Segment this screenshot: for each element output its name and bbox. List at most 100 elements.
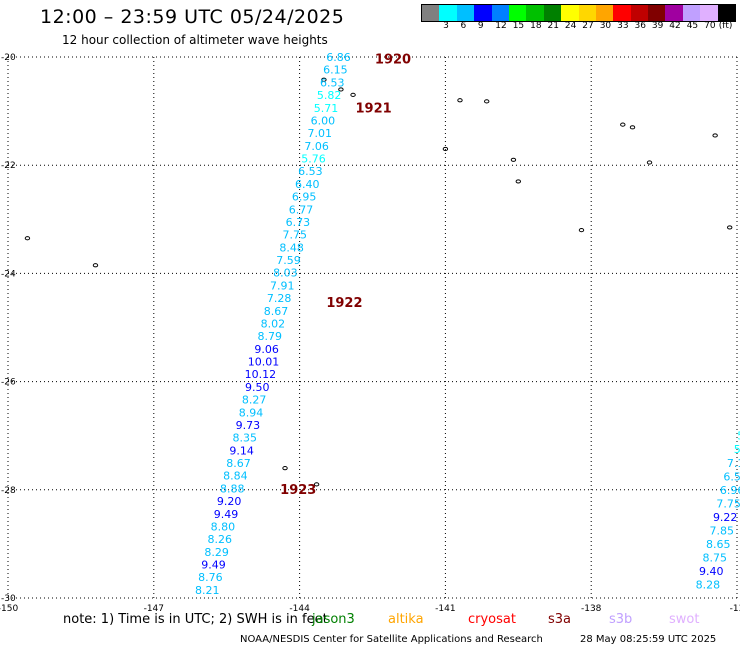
time-label: 1923 bbox=[280, 483, 316, 498]
wave-height-label: 6.96 bbox=[720, 484, 740, 497]
island-outline bbox=[313, 482, 320, 487]
wave-height-label: 5.6 bbox=[734, 443, 740, 456]
wave-height-label: 6.00 bbox=[311, 114, 336, 127]
wave-height-label: 5.71 bbox=[314, 102, 339, 115]
wave-height-label: 9.49 bbox=[201, 559, 226, 572]
legend-label: 12 bbox=[495, 21, 507, 31]
legend-swatch bbox=[561, 5, 579, 21]
island-outline bbox=[24, 236, 31, 241]
legend-label: 15 bbox=[512, 21, 525, 31]
satellite-name: cryosat bbox=[468, 612, 516, 627]
legend-swatch bbox=[717, 5, 736, 21]
island-outline bbox=[646, 160, 653, 165]
legend-label: 30 bbox=[599, 21, 612, 31]
legend-swatch bbox=[474, 5, 492, 21]
lat-tick-label: -22 bbox=[1, 161, 16, 171]
footer-note: note: 1) Time is in UTC; 2) SWH is in fe… bbox=[63, 612, 328, 627]
island-outline bbox=[350, 92, 356, 97]
generation-timestamp: 28 May 08:25:59 UTC 2025 bbox=[580, 634, 717, 645]
wave-height-label: 6.77 bbox=[289, 203, 314, 216]
legend-unit: (ft) bbox=[718, 21, 733, 31]
wave-height-label: 7.85 bbox=[709, 524, 734, 537]
wave-height-label: 8.76 bbox=[198, 571, 223, 584]
legend-label: 39 bbox=[651, 21, 664, 31]
page-title: 12:00 – 23:59 UTC 05/24/2025 bbox=[40, 6, 345, 28]
wave-height-label: 8.67 bbox=[264, 305, 289, 318]
lon-tick-label: -150 bbox=[0, 604, 18, 614]
legend-swatch bbox=[682, 5, 701, 21]
legend-label: 24 bbox=[564, 21, 577, 31]
island-outline bbox=[282, 466, 288, 471]
wave-height-label: 7.91 bbox=[270, 279, 295, 292]
legend-swatch bbox=[439, 5, 457, 21]
color-legend-bar bbox=[421, 4, 737, 22]
legend-swatch bbox=[595, 5, 614, 21]
wave-height-label: 5.9 bbox=[737, 430, 740, 443]
satellite-name: s3b bbox=[609, 612, 633, 627]
lon-tick-label: -144 bbox=[289, 604, 310, 614]
wave-height-label: 10.12 bbox=[245, 368, 277, 381]
island-outline bbox=[484, 99, 490, 104]
legend-label: 42 bbox=[669, 21, 681, 31]
legend-swatch bbox=[700, 5, 718, 21]
legend-label: 9 bbox=[477, 21, 484, 31]
wave-height-label: 7.06 bbox=[304, 140, 329, 153]
wave-height-label: 8.21 bbox=[195, 584, 220, 597]
wave-height-label: 8.29 bbox=[204, 546, 229, 559]
wave-height-label: 7.15 bbox=[727, 457, 740, 470]
wave-height-label: 9.14 bbox=[229, 444, 254, 457]
credit-line: NOAA/NESDIS Center for Satellite Applica… bbox=[240, 634, 543, 645]
island-outline bbox=[515, 179, 521, 184]
time-label: 1920 bbox=[375, 53, 411, 68]
legend-swatch bbox=[665, 5, 683, 21]
wave-height-label: 6.53 bbox=[320, 76, 345, 89]
satellite-name: s3a bbox=[548, 612, 572, 627]
wave-height-label: 8.26 bbox=[208, 533, 233, 546]
wave-height-label: 5.82 bbox=[317, 89, 342, 102]
legend-label: 18 bbox=[530, 21, 542, 31]
wave-height-label: 7.01 bbox=[307, 127, 332, 140]
island-outline bbox=[510, 157, 517, 162]
island-outline bbox=[321, 77, 327, 82]
island-outline bbox=[629, 125, 636, 130]
satellite-name: altika bbox=[388, 612, 424, 627]
wave-height-label: 8.35 bbox=[233, 432, 258, 445]
time-label: 1921 bbox=[355, 101, 391, 116]
lat-tick-label: -24 bbox=[1, 269, 16, 279]
wave-height-label: 8.28 bbox=[696, 578, 721, 591]
wave-height-label: 8.65 bbox=[706, 538, 731, 551]
legend-label: 6 bbox=[460, 21, 467, 31]
wave-height-label: 6.15 bbox=[323, 64, 348, 77]
wave-height-label: 6.86 bbox=[326, 51, 351, 64]
wave-height-label: 6.40 bbox=[295, 178, 320, 191]
legend-swatch bbox=[526, 5, 544, 21]
island-outline bbox=[92, 263, 99, 268]
wave-height-label: 7.28 bbox=[267, 292, 292, 305]
legend-swatch bbox=[630, 5, 649, 21]
satellite-name: swot bbox=[669, 612, 700, 627]
island-outline bbox=[457, 98, 463, 103]
wave-height-label: 6.55 bbox=[723, 470, 740, 483]
wave-height-label: 9.20 bbox=[217, 495, 242, 508]
wave-height-label: 7.59 bbox=[276, 254, 301, 267]
wave-height-label: 10.01 bbox=[248, 356, 280, 369]
wave-height-label: 8.80 bbox=[211, 520, 236, 533]
wave-height-label: 9.49 bbox=[214, 508, 239, 521]
wave-height-label: 7.75 bbox=[716, 497, 740, 510]
page-subtitle: 12 hour collection of altimeter wave hei… bbox=[62, 33, 328, 47]
legend-swatch bbox=[543, 5, 562, 21]
legend-label: 70 bbox=[704, 21, 716, 31]
wave-height-label: 8.84 bbox=[223, 470, 248, 483]
lat-tick-label: -28 bbox=[1, 486, 16, 496]
legend-swatch bbox=[456, 5, 475, 21]
island-outline bbox=[338, 87, 344, 92]
lon-tick-label: -147 bbox=[144, 604, 164, 614]
wave-height-label: 8.75 bbox=[703, 551, 728, 564]
legend-label: 45 bbox=[686, 21, 699, 31]
satellite-name: jason3 bbox=[312, 612, 355, 627]
legend-label: 21 bbox=[547, 21, 559, 31]
wave-height-label: 7.75 bbox=[282, 229, 307, 242]
wave-height-label: 9.50 bbox=[245, 381, 270, 394]
legend-swatch bbox=[613, 5, 631, 21]
island-outline bbox=[442, 146, 449, 152]
